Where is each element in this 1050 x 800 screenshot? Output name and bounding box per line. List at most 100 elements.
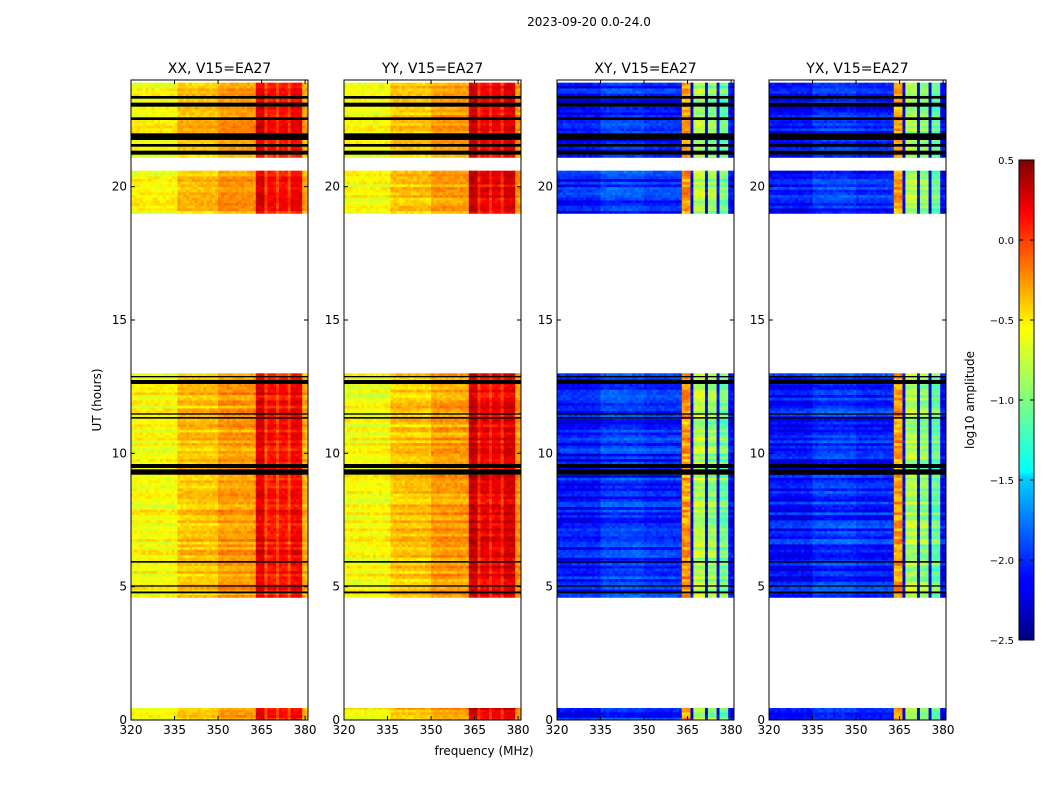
heatmap-cell <box>264 400 267 403</box>
heatmap-cell <box>262 528 265 531</box>
heatmap-cell <box>233 403 236 406</box>
heatmap-cell <box>180 501 183 504</box>
heatmap-cell <box>282 400 285 403</box>
heatmap-cell <box>204 456 207 459</box>
heatmap-cell <box>206 437 209 440</box>
heatmap-cell <box>177 400 180 403</box>
heatmap-cell <box>204 419 207 422</box>
heatmap-cell <box>247 440 250 443</box>
heatmap-cell <box>160 573 163 576</box>
heatmap-cell <box>273 405 276 408</box>
heatmap-cell <box>285 435 288 438</box>
heatmap-cell <box>180 461 183 464</box>
heatmap-cell <box>247 549 250 552</box>
heatmap-cell <box>204 565 207 568</box>
heatmap-cell <box>299 573 302 576</box>
heatmap-cell <box>209 549 212 552</box>
heatmap-cell <box>291 475 294 478</box>
heatmap-cell <box>189 552 192 555</box>
heatmap-cell <box>241 525 244 528</box>
heatmap-cell <box>160 549 163 552</box>
heatmap-cell <box>143 552 146 555</box>
heatmap-cell <box>192 507 195 510</box>
heatmap-cell <box>276 568 279 571</box>
heatmap-cell <box>238 496 241 499</box>
heatmap-cell <box>273 437 276 440</box>
heatmap-cell <box>253 419 256 422</box>
heatmap-cell <box>262 547 265 550</box>
heatmap-cell <box>288 451 291 454</box>
heatmap-cell <box>233 405 236 408</box>
heatmap-cell <box>192 435 195 438</box>
heatmap-cell <box>169 397 172 400</box>
heatmap-cell <box>206 440 209 443</box>
heatmap-cell <box>163 557 166 560</box>
heatmap-cell <box>299 437 302 440</box>
heatmap-cell <box>262 539 265 542</box>
heatmap-cell <box>279 411 282 414</box>
heatmap-cell <box>224 525 227 528</box>
heatmap-cell <box>291 419 294 422</box>
heatmap-cell <box>209 547 212 550</box>
heatmap-cell <box>189 459 192 462</box>
heatmap-cell <box>186 563 189 566</box>
heatmap-cell <box>282 587 285 590</box>
heatmap-cell <box>151 400 154 403</box>
heatmap-cell <box>291 445 294 448</box>
heatmap-cell <box>276 557 279 560</box>
heatmap-cell <box>299 440 302 443</box>
heatmap-cell <box>230 429 233 432</box>
heatmap-cell <box>183 512 186 515</box>
heatmap-cell <box>151 581 154 584</box>
heatmap-cell <box>259 493 262 496</box>
heatmap-cell <box>201 443 204 446</box>
heatmap-cell <box>172 440 175 443</box>
heatmap-cell <box>218 408 221 411</box>
heatmap-cell <box>166 507 169 510</box>
heatmap-cell <box>235 709 238 712</box>
heatmap-cell <box>160 435 163 438</box>
heatmap-cell <box>177 408 180 411</box>
heatmap-cell <box>140 493 143 496</box>
heatmap-cell <box>270 552 273 555</box>
heatmap-cell <box>154 459 157 462</box>
heatmap-cell <box>293 443 296 446</box>
heatmap-cell <box>227 715 230 718</box>
heatmap-cell <box>267 445 270 448</box>
heatmap-cell <box>157 435 160 438</box>
heatmap-cell <box>296 483 299 486</box>
heatmap-cell <box>146 565 149 568</box>
heatmap-cell <box>151 397 154 400</box>
heatmap-cell <box>137 712 140 715</box>
heatmap-cell <box>270 501 273 504</box>
heatmap-cell <box>218 403 221 406</box>
heatmap-cell <box>195 403 198 406</box>
heatmap-cell <box>302 496 305 499</box>
heatmap-cell <box>146 595 149 598</box>
heatmap-cell <box>285 421 288 424</box>
heatmap-cell <box>201 424 204 427</box>
heatmap-cell <box>137 400 140 403</box>
heatmap-cell <box>250 709 253 712</box>
heatmap-cell <box>235 531 238 534</box>
heatmap-cell <box>175 496 178 499</box>
heatmap-cell <box>221 459 224 462</box>
heatmap-cell <box>235 581 238 584</box>
heatmap-cell <box>157 445 160 448</box>
heatmap-cell <box>238 563 241 566</box>
heatmap-cell <box>233 491 236 494</box>
heatmap-cell <box>253 544 256 547</box>
heatmap-cell <box>235 504 238 507</box>
heatmap-cell <box>209 405 212 408</box>
heatmap-cell <box>206 477 209 480</box>
heatmap-cell <box>134 541 137 544</box>
heatmap-cell <box>256 445 259 448</box>
heatmap-cell <box>177 395 180 398</box>
heatmap-cell <box>206 392 209 395</box>
heatmap-cell <box>186 504 189 507</box>
heatmap-cell <box>201 507 204 510</box>
heatmap-cell <box>195 563 198 566</box>
heatmap-cell <box>180 419 183 422</box>
heatmap-cell <box>151 456 154 459</box>
heatmap-cell <box>160 459 163 462</box>
